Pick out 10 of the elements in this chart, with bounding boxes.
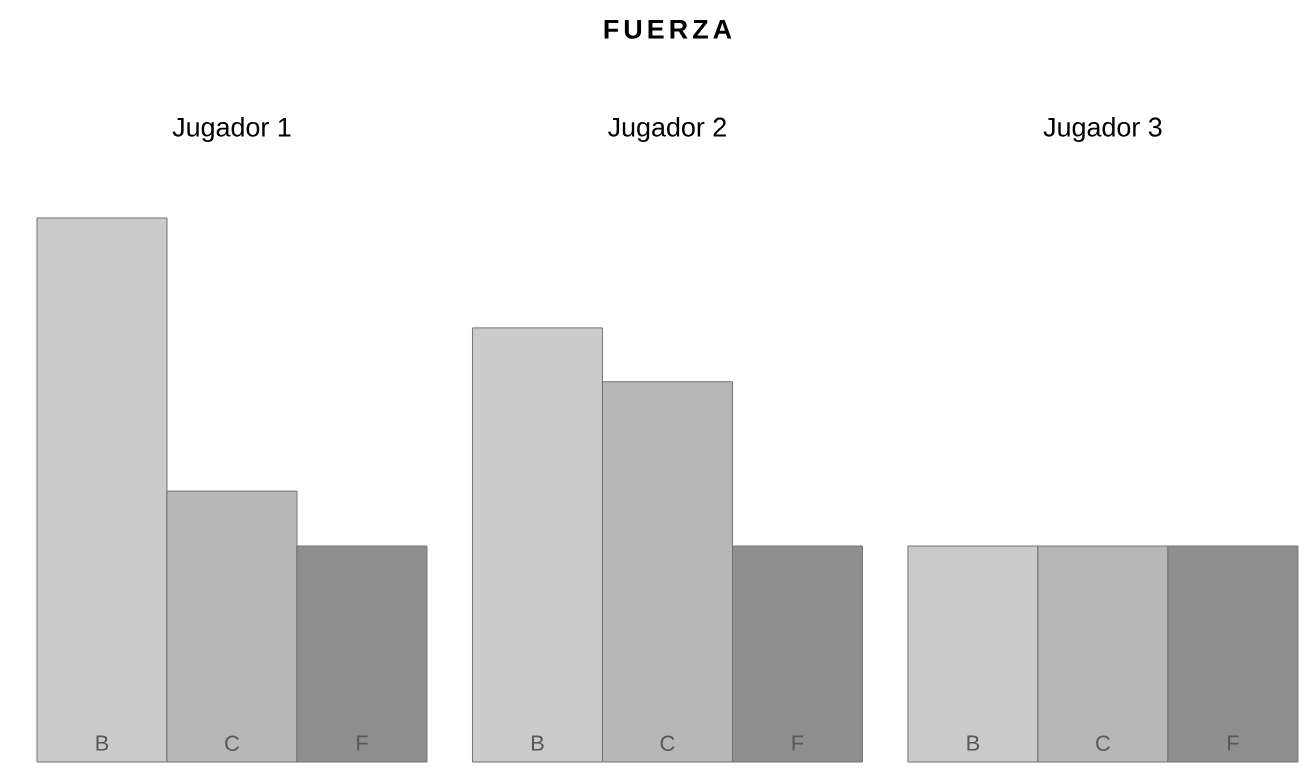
text: Jugador 1 bbox=[172, 116, 291, 142]
text: Jugador 3 bbox=[1043, 116, 1162, 142]
x-tick-label: C bbox=[225, 735, 240, 752]
x-tick-label: B bbox=[96, 735, 109, 751]
text: Jugador 2 bbox=[608, 116, 726, 142]
x-tick-label: C bbox=[1096, 735, 1111, 752]
chart-title: FUERZA bbox=[604, 19, 732, 39]
x-tick-label: C bbox=[660, 735, 675, 752]
x-tick-label: B bbox=[531, 735, 544, 751]
x-tick-label: B bbox=[967, 735, 980, 751]
